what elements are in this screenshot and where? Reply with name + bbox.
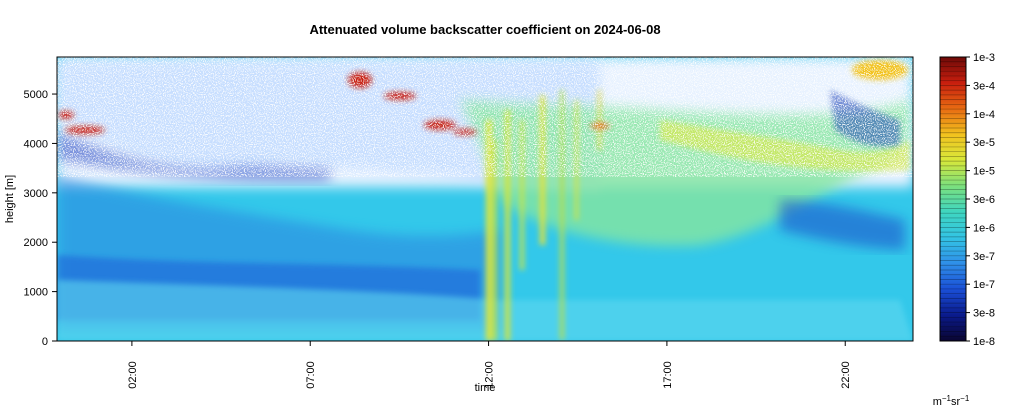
colorbar: 1e-3 3e-4 1e-4 3e-5 1e-5 3e-6 1e-6 3e-7 1e-7 3e-8… bbox=[939, 52, 995, 348]
heatmap-plot-area bbox=[57, 57, 913, 341]
colorbar-gradient bbox=[940, 57, 966, 341]
y-axis-label: height [m] bbox=[4, 175, 16, 223]
colorbar-tick-label: 3e-7 bbox=[973, 251, 995, 263]
noise-speckle bbox=[57, 57, 913, 177]
colorbar-tick-label: 1e-6 bbox=[973, 222, 995, 234]
x-axis: 02:00 07:00 12:00 17:00 22:00 bbox=[127, 341, 852, 389]
surface-layer bbox=[57, 280, 913, 341]
y-tick-label: 3000 bbox=[24, 188, 48, 200]
colorbar-tick-label: 1e-8 bbox=[973, 336, 995, 348]
x-axis-label: time bbox=[475, 382, 496, 394]
colorbar-tick-label: 1e-3 bbox=[973, 52, 995, 64]
y-tick-label: 5000 bbox=[24, 89, 48, 101]
colorbar-tick-label: 1e-4 bbox=[973, 109, 995, 121]
colorbar-tick-label: 3e-8 bbox=[973, 308, 995, 320]
x-tick-label: 02:00 bbox=[127, 361, 139, 389]
y-axis: 0 1000 2000 3000 4000 5000 bbox=[24, 89, 57, 348]
y-tick-label: 2000 bbox=[24, 237, 48, 249]
colorbar-tick-label: 3e-5 bbox=[973, 137, 995, 149]
plot-frame bbox=[56, 56, 914, 342]
x-tick-label: 12:00 bbox=[484, 361, 496, 389]
y-tick-label: 1000 bbox=[24, 287, 48, 299]
evening-blue-pocket bbox=[780, 200, 905, 250]
colorbar-tick-label: 3e-4 bbox=[973, 80, 995, 92]
colorbar-tick-label: 1e-5 bbox=[973, 166, 995, 178]
chart-title: Attenuated volume backscatter coefficien… bbox=[309, 22, 660, 37]
colorbar-unit: m−1sr−1 bbox=[933, 394, 970, 408]
x-tick-label: 22:00 bbox=[840, 361, 852, 389]
y-tick-label: 4000 bbox=[24, 138, 48, 150]
x-tick-label: 17:00 bbox=[662, 361, 674, 389]
colorbar-tick-label: 1e-7 bbox=[973, 279, 995, 291]
y-tick-label: 0 bbox=[42, 336, 48, 348]
x-tick-label: 07:00 bbox=[305, 361, 317, 389]
colorbar-tick-label: 3e-6 bbox=[973, 194, 995, 206]
